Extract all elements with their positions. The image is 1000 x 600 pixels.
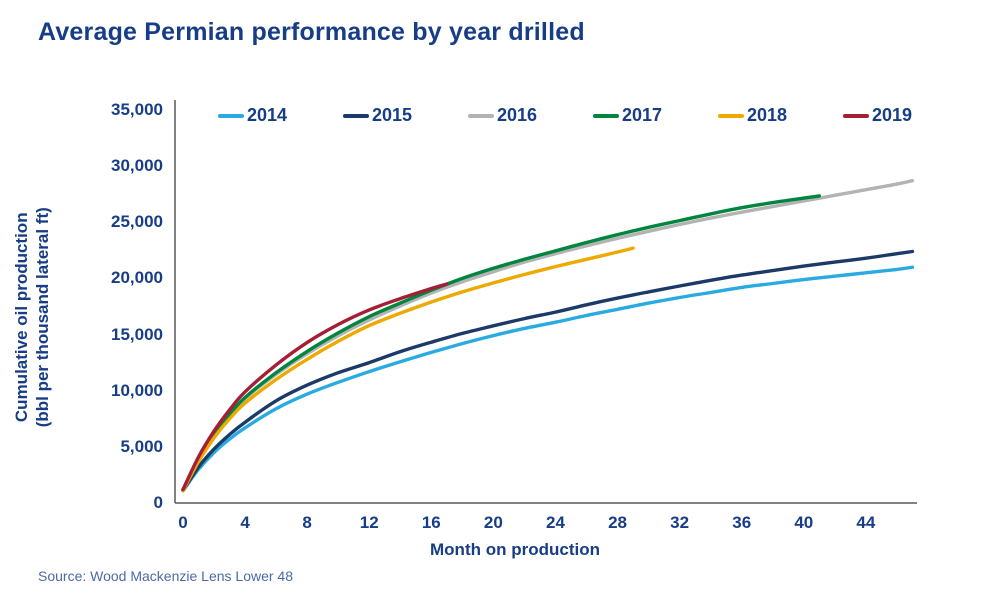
y-tick-label: 20,000: [111, 268, 163, 288]
x-tick-label: 8: [302, 513, 312, 532]
x-axis-title: Month on production: [430, 540, 600, 559]
legend-label: 2014: [247, 105, 288, 125]
x-tick-label: 32: [670, 513, 690, 532]
y-tick-label: 25,000: [111, 212, 163, 232]
legend-label: 2019: [872, 105, 913, 125]
legend-swatch-2014: [218, 113, 244, 118]
series-line-2014: [181, 265, 915, 493]
legend-item-2017: 2017: [593, 105, 718, 126]
legend-item-2018: 2018: [718, 105, 843, 126]
legend-swatch-2016: [468, 113, 494, 118]
legend-label: 2018: [747, 105, 788, 125]
x-tick-label: 16: [421, 513, 441, 532]
x-tick-label: 36: [732, 513, 752, 532]
y-tick-label: 0: [153, 493, 163, 512]
y-tick-label: 10,000: [111, 380, 163, 400]
x-tick-label: 40: [794, 513, 814, 532]
x-tick-label: 0: [178, 513, 188, 532]
y-axis-title-line1: Cumulative oil production: [11, 212, 31, 423]
legend-swatch-2019: [843, 113, 869, 118]
legend-swatch-2015: [343, 113, 369, 118]
y-tick-label: 15,000: [111, 324, 163, 344]
legend-label: 2015: [372, 105, 413, 125]
x-tick-label: 12: [359, 513, 379, 532]
x-tick-label: 24: [546, 513, 565, 532]
series-lines: [181, 179, 915, 493]
legend-item-2014: 2014: [218, 105, 343, 126]
y-tick-label: 30,000: [111, 156, 163, 176]
page-title: Average Permian performance by year dril…: [38, 18, 585, 46]
legend-swatch-2017: [593, 113, 619, 118]
y-axis-title-line2: (bbl per thousand lateral ft): [33, 207, 52, 428]
legend-item-2016: 2016: [468, 105, 593, 126]
legend-item-2015: 2015: [343, 105, 468, 126]
series-line-2019: [181, 282, 449, 492]
legend-swatch-2018: [718, 113, 744, 118]
y-tick-label: 35,000: [111, 100, 163, 119]
series-line-2015: [181, 249, 915, 493]
series-line-2018: [181, 246, 635, 493]
source-note: Source: Wood Mackenzie Lens Lower 48: [38, 568, 293, 584]
x-tick-label: 28: [608, 513, 627, 532]
y-tick-label: 5,000: [120, 436, 163, 456]
legend-label: 2016: [497, 105, 538, 125]
x-tick-label: 44: [856, 513, 876, 532]
chart-legend: 2014 2015 2016 2017 2018 2019: [218, 105, 968, 126]
axes: [174, 100, 917, 504]
series-line-2017: [181, 194, 821, 492]
x-tick-label: 20: [483, 513, 503, 532]
y-axis-title: Cumulative oil production (bbl per thous…: [11, 137, 54, 497]
legend-item-2019: 2019: [843, 105, 968, 126]
legend-label: 2017: [622, 105, 663, 125]
x-tick-label: 4: [240, 513, 250, 532]
series-line-2016: [181, 179, 915, 492]
